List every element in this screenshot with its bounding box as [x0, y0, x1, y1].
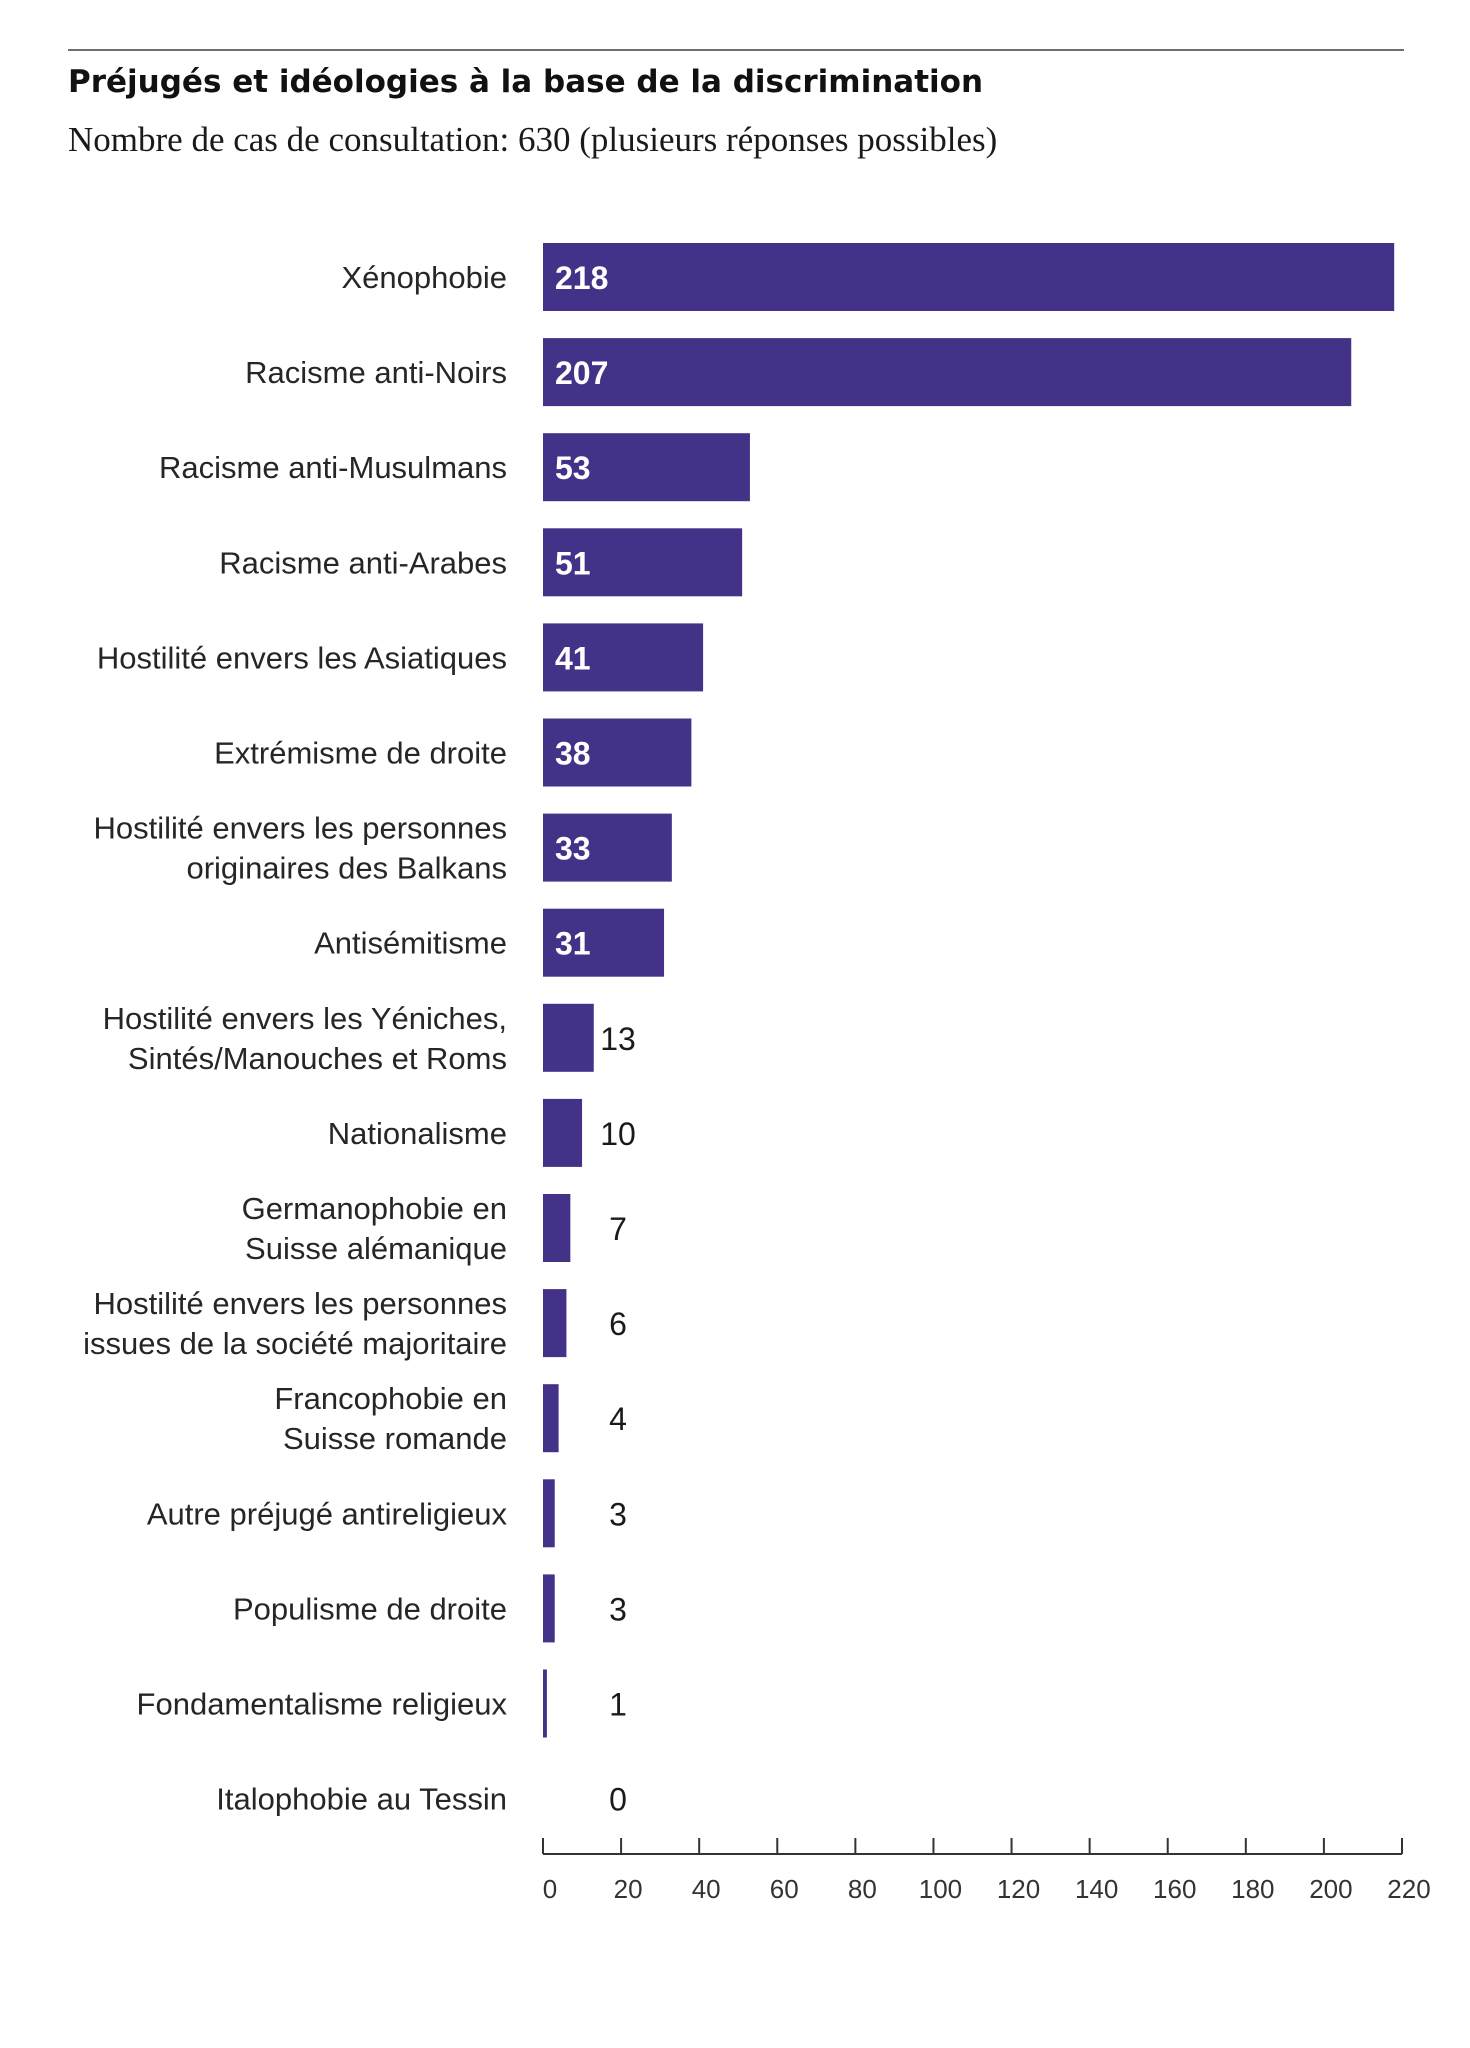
- x-tick-label: 80: [848, 1874, 877, 1904]
- category-label: Fondamentalisme religieux: [137, 1687, 508, 1722]
- value-label: 218: [555, 260, 608, 296]
- value-label: 13: [600, 1021, 636, 1057]
- category-label: Francophobie en Suisse romande: [274, 1381, 507, 1456]
- value-label: 41: [555, 640, 591, 676]
- value-label: 3: [609, 1496, 627, 1532]
- category-label: Xénophobie: [342, 260, 508, 295]
- x-tick-label: 160: [1153, 1874, 1196, 1904]
- category-label: Autre préjugé antireligieux: [147, 1496, 508, 1531]
- value-label: 51: [555, 545, 591, 581]
- category-label: Extrémisme de droite: [214, 736, 507, 771]
- value-label: 31: [555, 926, 591, 962]
- chart-title: Préjugés et idéologies à la base de la d…: [68, 64, 984, 100]
- x-tick-label: 200: [1309, 1874, 1352, 1904]
- bar: [543, 1574, 555, 1643]
- x-tick-label: 0: [543, 1874, 557, 1904]
- value-label: 3: [609, 1591, 627, 1627]
- value-label: 10: [600, 1116, 636, 1152]
- category-label: Germanophobie en Suisse alémanique: [242, 1191, 507, 1266]
- bar: [543, 528, 743, 597]
- category-label: Italophobie au Tessin: [216, 1782, 507, 1817]
- bar: [543, 908, 665, 977]
- bar: [543, 243, 1395, 311]
- value-label: 6: [609, 1306, 627, 1342]
- x-tick-label: 60: [770, 1874, 799, 1904]
- x-tick-label: 220: [1387, 1874, 1430, 1904]
- bar: [543, 1194, 571, 1262]
- x-tick-label: 180: [1231, 1874, 1274, 1904]
- x-tick-label: 120: [997, 1874, 1040, 1904]
- chart-subtitle: Nombre de cas de consultation: 630 (plus…: [68, 120, 998, 159]
- bar: [543, 623, 704, 692]
- category-label: Hostilité envers les Yéniches, Sintés/Man…: [103, 1001, 507, 1076]
- x-tick-label: 20: [614, 1874, 643, 1904]
- bar: [543, 718, 692, 787]
- bar: [543, 1479, 555, 1548]
- value-label: 7: [609, 1211, 627, 1247]
- category-label: Hostilité envers les Asiatiques: [97, 640, 507, 675]
- bar: [543, 1669, 547, 1738]
- x-tick-label: 40: [692, 1874, 721, 1904]
- value-label: 33: [555, 831, 591, 867]
- bar: [543, 1384, 559, 1453]
- category-label: Racisme anti-Noirs: [245, 355, 507, 390]
- title-rule: [68, 49, 1404, 51]
- value-label: 0: [609, 1782, 627, 1818]
- bar: [543, 338, 1352, 407]
- value-label: 1: [609, 1687, 627, 1723]
- category-label: Nationalisme: [328, 1116, 507, 1151]
- category-label: Antisémitisme: [314, 926, 507, 961]
- category-label: Racisme anti-Arabes: [219, 545, 507, 580]
- bar: [543, 1003, 594, 1072]
- category-label: Hostilité envers les personnes issues de …: [83, 1286, 507, 1361]
- x-tick-label: 100: [919, 1874, 962, 1904]
- bar: [543, 1289, 567, 1358]
- value-label: 4: [609, 1401, 627, 1437]
- bar: [543, 433, 750, 502]
- bar: [543, 813, 672, 882]
- value-label: 207: [555, 355, 608, 391]
- bar: [543, 1098, 583, 1167]
- category-label: Racisme anti-Musulmans: [159, 450, 507, 485]
- category-label: Hostilité envers les personnes originaire…: [93, 811, 507, 886]
- category-label: Populisme de droite: [233, 1591, 507, 1626]
- value-label: 53: [555, 450, 591, 486]
- x-tick-label: 140: [1075, 1874, 1118, 1904]
- value-label: 38: [555, 736, 591, 772]
